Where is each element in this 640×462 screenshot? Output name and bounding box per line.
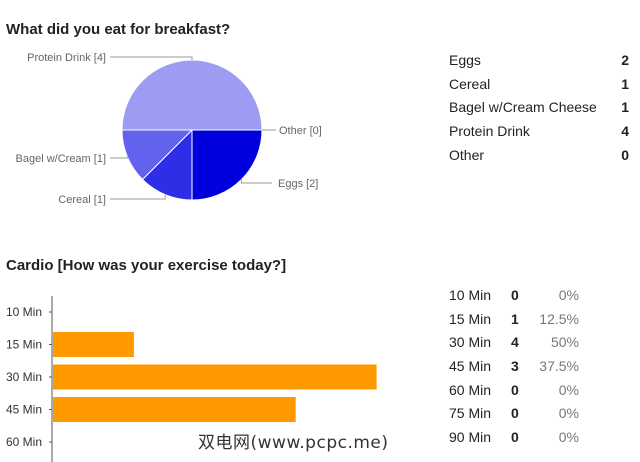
pie-slice-label: Bagel w/Cream [1] <box>16 153 106 165</box>
option-label: Cereal <box>449 75 491 92</box>
option-percent: 0% <box>558 405 579 422</box>
option-percent: 0% <box>558 286 579 303</box>
option-label: 45 Min <box>449 357 492 374</box>
option-label: 60 Min <box>449 381 492 398</box>
option-percent: 0% <box>558 428 579 445</box>
bar-category-label: 45 Min <box>6 403 42 417</box>
pie-leader-line <box>110 156 128 159</box>
option-label: 10 Min <box>449 286 492 303</box>
option-percent: 12.5% <box>539 310 579 327</box>
bar-45-min <box>53 397 296 422</box>
pie-slice-label: Protein Drink [4] <box>27 52 106 64</box>
table-row: Cereal 1 <box>449 72 629 96</box>
bar-30-min <box>53 364 377 390</box>
pie-leader-line <box>241 179 272 184</box>
option-count: 0 <box>621 146 629 163</box>
bar-15-min <box>53 332 134 357</box>
pie-leader-line <box>110 194 166 200</box>
watermark-text: 双电网(www.pcpc.me) <box>198 433 389 453</box>
cardio-question-title: Cardio [How was your exercise today?] <box>6 257 287 274</box>
pie-slice-1 <box>191 129 263 201</box>
option-percent: 50% <box>550 334 579 351</box>
table-row: 90 Min 0 0% <box>449 425 579 449</box>
option-label: 15 Min <box>449 310 492 327</box>
option-count: 3 <box>511 357 519 374</box>
pie-leader-line <box>110 56 193 60</box>
option-count: 2 <box>621 51 629 68</box>
option-count: 1 <box>621 99 629 116</box>
table-row: Eggs 2 <box>449 48 629 72</box>
table-row: 75 Min 0 0% <box>449 401 579 425</box>
table-row: 15 Min 1 12.5% <box>449 307 579 331</box>
breakfast-question-title: What did you eat for breakfast? <box>6 21 231 38</box>
option-label: Bagel w/Cream Cheese <box>449 99 597 116</box>
option-percent: 0% <box>558 381 579 398</box>
option-label: Eggs <box>449 51 481 68</box>
table-row: 60 Min 0 0% <box>449 378 579 402</box>
bar-category-label: 60 Min <box>6 435 42 449</box>
pie-slice-label: Cereal [1] <box>58 194 106 206</box>
option-label: 75 Min <box>449 405 492 422</box>
pie-slice-4 <box>121 59 263 131</box>
bar-category-label: 10 Min <box>6 305 42 319</box>
option-label: 30 Min <box>449 334 492 351</box>
option-count: 4 <box>511 334 519 351</box>
option-count: 4 <box>621 122 629 139</box>
option-count: 0 <box>511 286 519 303</box>
table-row: 10 Min 0 0% <box>449 283 579 307</box>
table-row: 30 Min 4 50% <box>449 330 579 354</box>
table-row: 45 Min 3 37.5% <box>449 354 579 378</box>
option-percent: 37.5% <box>539 357 579 374</box>
option-count: 0 <box>511 381 519 398</box>
cardio-summary-table: 10 Min 0 0% 15 Min 1 12.5% 30 Min 4 50% 45 Min 3 37… <box>449 283 579 449</box>
bar-category-label: 30 Min <box>6 370 42 384</box>
option-label: 90 Min <box>449 428 492 445</box>
pie-slice-label: Other [0] <box>279 125 322 137</box>
option-count: 0 <box>511 405 519 422</box>
option-label: Other <box>449 146 485 163</box>
table-row: Protein Drink 4 <box>449 119 629 143</box>
table-row: Bagel w/Cream Cheese 1 <box>449 95 629 119</box>
option-count: 0 <box>511 428 519 445</box>
option-label: Protein Drink <box>449 122 530 139</box>
pie-slice-label: Eggs [2] <box>278 178 318 190</box>
table-row: Other 0 <box>449 143 629 167</box>
breakfast-summary-table: Eggs 2 Cereal 1 Bagel w/Cream Cheese 1 Protein… <box>449 48 629 166</box>
option-count: 1 <box>511 310 519 327</box>
bar-category-label: 15 Min <box>6 338 42 352</box>
option-count: 1 <box>621 75 629 92</box>
